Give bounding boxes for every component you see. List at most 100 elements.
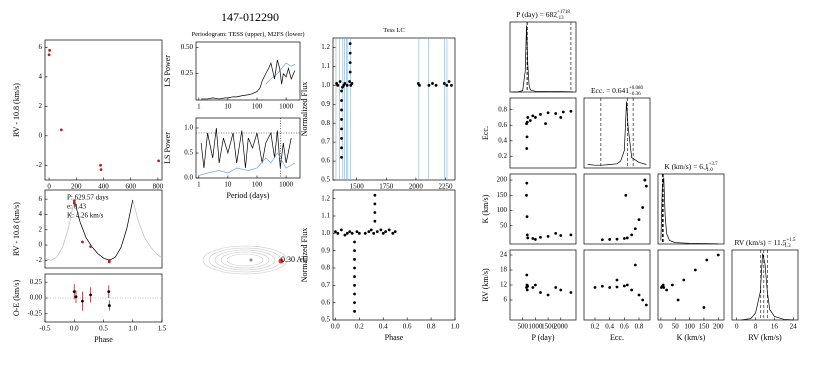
- data-point: [447, 80, 451, 83]
- data-point: [665, 288, 669, 292]
- y-tick-label: 0.9: [321, 100, 330, 108]
- panel-title: RV (km/s) = 11.5+1.5 −1.3: [734, 238, 796, 249]
- x-tick-label: 2000: [409, 183, 424, 191]
- data-point: [554, 286, 558, 289]
- y-axis-label: RV - 10.8 (km/s): [12, 202, 21, 256]
- x-tick-label: 500: [517, 323, 528, 331]
- y-tick-label: 100: [497, 206, 508, 214]
- data-point: [525, 215, 529, 219]
- data-point: [533, 238, 537, 241]
- data-point: [525, 135, 529, 139]
- x-tick-label: 0: [47, 183, 51, 191]
- x-tick-label: 0.4: [379, 323, 388, 331]
- data-point: [533, 283, 537, 287]
- data-point: [569, 233, 573, 237]
- orbit-ring: [202, 245, 288, 275]
- data-line: [512, 25, 574, 93]
- data-point: [525, 193, 528, 197]
- annotation: K: 4.26 km/s: [67, 212, 104, 220]
- x-tick-label: 200: [713, 323, 724, 331]
- x-tick-label: 100: [684, 323, 695, 331]
- y-tick-label: 0.00: [30, 294, 43, 302]
- data-point: [546, 293, 550, 297]
- plot-frame: [509, 97, 577, 169]
- data-point: [554, 231, 558, 235]
- data-point: [373, 211, 377, 214]
- y-tick-label: -2: [36, 256, 42, 264]
- data-point: [533, 116, 537, 119]
- data-point: [539, 112, 542, 116]
- title-sub: −1.0: [704, 168, 714, 173]
- y-tick-label: 0.7: [321, 138, 330, 146]
- orbit-label: 0.30 AU: [281, 255, 308, 264]
- x-tick-label: 2000: [554, 323, 569, 331]
- x-tick-label: 0.2: [355, 323, 364, 331]
- y-tick-label: 1.2: [321, 43, 330, 51]
- y-axis-label: Normalized Flux: [300, 228, 309, 282]
- x-tick-label: 400: [98, 183, 109, 191]
- y-tick-label: 6: [39, 195, 43, 203]
- y-tick-label: -2: [36, 161, 42, 169]
- data-point: [333, 230, 337, 234]
- y-tick-label: 0.8: [321, 264, 330, 272]
- data-point: [340, 99, 343, 102]
- data-point: [525, 120, 529, 124]
- data-point: [363, 231, 367, 235]
- data-point: [569, 291, 573, 294]
- x-axis-label: Phase: [94, 335, 113, 344]
- plot-frame: [332, 37, 456, 181]
- y-axis-label: K (km/s): [481, 194, 490, 223]
- data-point: [641, 206, 645, 209]
- data-point: [384, 230, 388, 234]
- title-sup: +1.5: [786, 238, 796, 243]
- y-axis-label: Normalized Flux: [300, 82, 309, 136]
- title-sub: −0.36: [629, 92, 641, 97]
- y-tick-label: 0.25: [181, 69, 194, 77]
- y-tick-label: 2: [39, 102, 43, 110]
- data-point: [348, 80, 351, 83]
- panel-title: K (km/s) = 6.1+3.7 −1.0: [664, 162, 718, 173]
- data-point: [445, 83, 449, 87]
- x-tick-label: 0: [659, 323, 663, 331]
- panel: 50 100 150 200 K (km/s): [481, 173, 577, 245]
- data-line: [200, 127, 292, 169]
- data-point: [350, 231, 354, 235]
- y-tick-label: 200: [497, 176, 508, 184]
- panel: 0.2 0.4 0.6 0.8 Ecc.: [583, 249, 651, 342]
- y-tick-label: 0.6: [321, 157, 330, 165]
- plot-frame: [44, 39, 163, 181]
- data-point: [340, 127, 343, 131]
- data-line: [73, 199, 134, 261]
- panel: 0.2 0.4 0.6 0.8 Ecc.: [481, 97, 577, 169]
- data-point: [622, 237, 626, 240]
- data-point: [608, 238, 612, 241]
- data-point: [615, 278, 619, 282]
- data-point: [89, 245, 93, 248]
- data-point: [340, 155, 343, 159]
- x-axis-label: Period (days): [227, 191, 270, 200]
- panel-title: P (day) = 682+1718 −13: [516, 10, 570, 21]
- y-tick-label: 0.25: [30, 278, 43, 286]
- data-point: [682, 278, 686, 282]
- data-point: [525, 233, 529, 237]
- annotation: e: 0.43: [67, 203, 87, 211]
- plot-frame: [44, 189, 163, 269]
- data-point: [72, 199, 76, 203]
- data-point: [353, 283, 356, 287]
- data-point: [348, 42, 352, 46]
- x-tick-label: 0.0: [331, 323, 340, 331]
- y-tick-label: 2: [39, 225, 43, 233]
- y-axis-label: LS Power: [163, 55, 172, 87]
- data-line: [201, 59, 296, 100]
- panel: 1 10 100 1000 0.0 0.5 1.0 Period (days) LS Power: [163, 117, 301, 200]
- plot-frame: [583, 97, 651, 169]
- x-tick-label: 1.0: [451, 323, 460, 331]
- data-point: [350, 82, 354, 85]
- data-point: [348, 61, 352, 65]
- data-point: [340, 136, 343, 140]
- data-point: [525, 288, 529, 292]
- data-point: [336, 231, 340, 235]
- title-sub: −13: [556, 16, 564, 21]
- panel: 0 200 400 600 800 -2 0 2 4 6 RV - 10.8 (km/s): [12, 39, 164, 191]
- plot-frame: [509, 173, 577, 245]
